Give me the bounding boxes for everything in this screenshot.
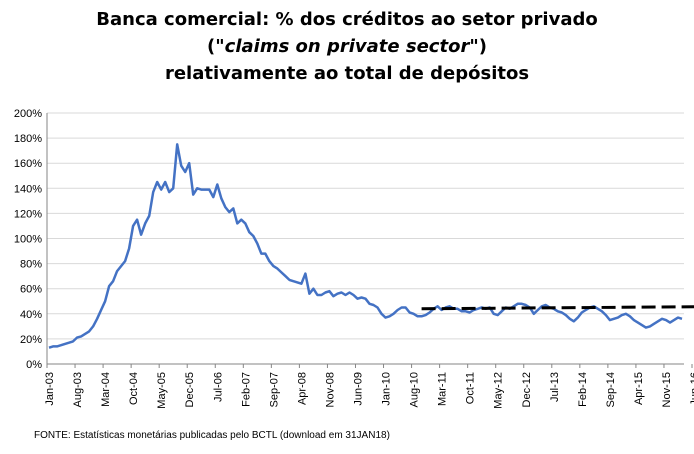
x-tick-label: Aug-03	[72, 372, 84, 407]
x-tick-label: Nov-08	[324, 372, 336, 407]
x-tick-label: Jan-03	[44, 372, 56, 406]
chart-title-line-2: ("claims on private sector")	[0, 33, 694, 60]
x-tick-label: Sep-07	[268, 372, 280, 407]
x-tick-label: Feb-14	[577, 372, 589, 407]
x-tick-label: Jul-06	[212, 372, 224, 402]
chart-title-italic: claims on private sector	[224, 36, 470, 57]
x-tick-label: Dec-05	[184, 372, 196, 407]
x-tick-label: Jan-10	[381, 372, 393, 406]
y-tick-label: 40%	[20, 309, 42, 321]
y-tick-label: 140%	[14, 183, 42, 195]
y-tick-label: 200%	[14, 108, 42, 120]
x-tick-label: Sep-14	[605, 372, 617, 407]
y-tick-label: 60%	[20, 284, 42, 296]
y-tick-label: 100%	[14, 234, 42, 246]
y-tick-label: 120%	[14, 208, 42, 220]
x-tick-label: Feb-07	[240, 372, 252, 407]
source-note: FONTE: Estatísticas monetárias publicada…	[34, 430, 390, 441]
chart-title-close: ")	[469, 36, 487, 57]
x-tick-label: Mar-04	[100, 372, 112, 407]
series-line-credit-ratio	[48, 143, 683, 349]
x-tick-label: Jun-16	[689, 372, 694, 406]
chart-title-line-3: relativamente ao total de depósitos	[164, 63, 530, 84]
trend-line-dashed	[421, 305, 694, 311]
y-tick-label: 20%	[20, 334, 42, 346]
x-tick-label: Apr-08	[296, 372, 308, 405]
x-tick-label: Mar-11	[437, 372, 449, 406]
x-tick-label: Nov-15	[661, 372, 673, 407]
chart-title-open: ("	[207, 36, 225, 57]
x-tick-label: May-05	[156, 372, 168, 409]
x-tick-label: Jul-13	[549, 372, 561, 402]
x-tick-label: Dec-12	[521, 372, 533, 407]
x-tick-label: Apr-15	[633, 372, 645, 405]
y-tick-label: 180%	[14, 133, 42, 145]
x-tick-label: Aug-10	[409, 372, 421, 407]
x-tick-label: Jun-09	[352, 372, 364, 406]
y-tick-label: 0%	[26, 359, 42, 371]
x-tick-label: Oct-04	[128, 372, 140, 405]
y-tick-label: 160%	[14, 158, 42, 170]
chart-title-line-1: Banca comercial: % dos créditos ao setor…	[96, 9, 598, 30]
x-tick-label: May-12	[493, 372, 505, 409]
chart-title: Banca comercial: % dos créditos ao setor…	[0, 6, 694, 87]
x-tick-label: Oct-11	[465, 372, 477, 404]
y-tick-label: 80%	[20, 259, 42, 271]
